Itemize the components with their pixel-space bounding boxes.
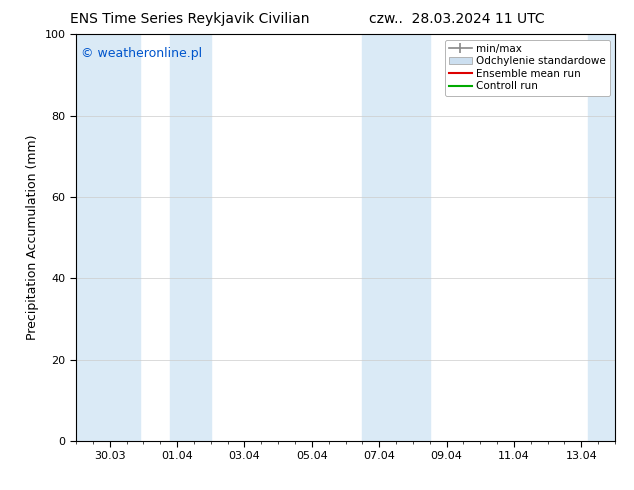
Bar xyxy=(363,34,430,441)
Bar xyxy=(171,34,210,441)
Text: czw..  28.03.2024 11 UTC: czw.. 28.03.2024 11 UTC xyxy=(368,12,545,26)
Bar xyxy=(588,34,615,441)
Bar xyxy=(76,34,140,441)
Text: © weatheronline.pl: © weatheronline.pl xyxy=(81,47,203,59)
Text: ENS Time Series Reykjavik Civilian: ENS Time Series Reykjavik Civilian xyxy=(70,12,310,26)
Legend: min/max, Odchylenie standardowe, Ensemble mean run, Controll run: min/max, Odchylenie standardowe, Ensembl… xyxy=(444,40,610,96)
Y-axis label: Precipitation Accumulation (mm): Precipitation Accumulation (mm) xyxy=(26,135,39,341)
